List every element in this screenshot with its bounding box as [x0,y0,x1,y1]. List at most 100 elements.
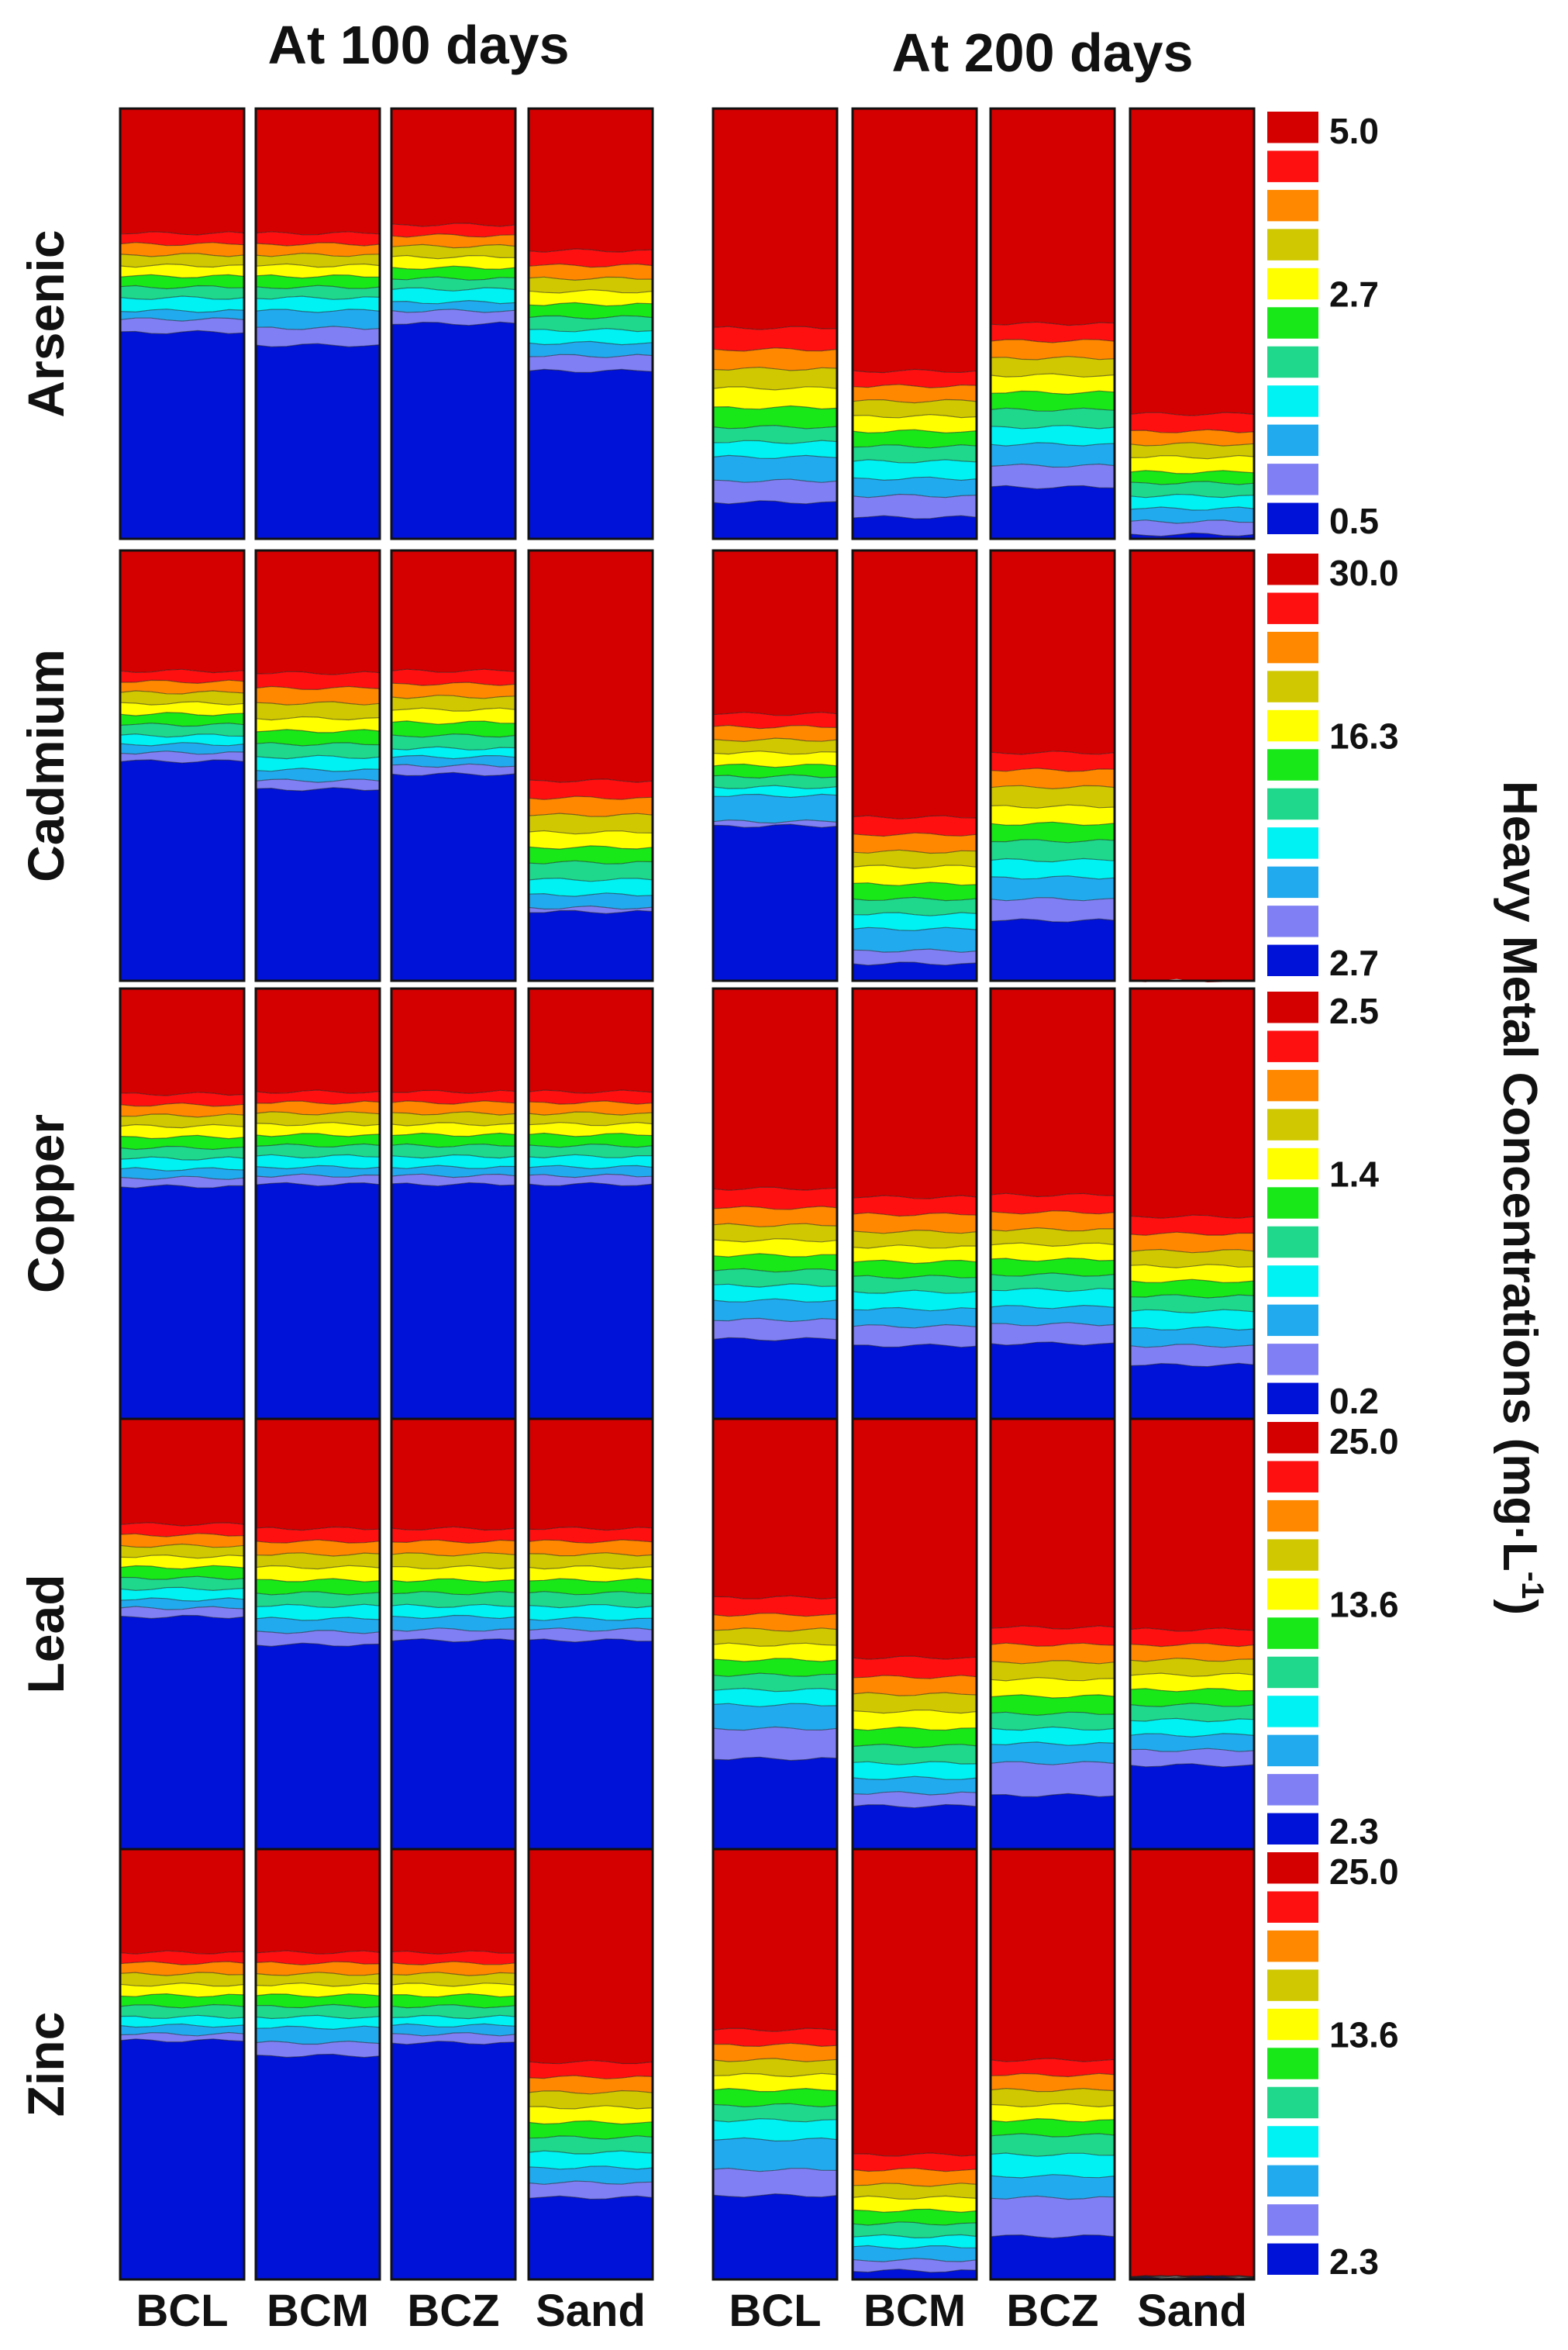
colorbar-swatch [1267,385,1318,417]
contour-line [391,2023,516,2027]
contour-line [990,768,1115,772]
contour-band-6 [991,391,1115,412]
contour-line [990,1676,1115,1682]
contour-line [852,1275,977,1279]
contour-line [528,830,653,835]
contour-line [1129,481,1255,485]
contour-band-4 [853,1230,977,1248]
colorbar-swatch [1267,788,1318,820]
contour-line [712,1223,838,1227]
contour-band-4 [529,2090,653,2109]
contour-line [712,1253,837,1258]
contour-band-2 [256,231,380,246]
contour-line [119,679,245,685]
contour-band-8 [713,1283,837,1303]
contour-line [1129,493,1255,499]
contour-band-1 [991,1849,1115,2062]
contour-band-4 [529,277,653,293]
contour-band-10 [529,1174,653,1186]
colorbar-arsenic: 5.0 2.7 0.5 [1267,111,1379,541]
contour-band-2 [529,1090,653,1105]
panel-copper-100-days-bcl [119,987,246,1420]
contour-band-5 [713,1238,837,1258]
contour-band-2 [991,322,1115,343]
contour-band-11 [853,516,977,539]
contour-line [712,1687,838,1693]
contour-line [1129,519,1255,524]
contour-band-6 [991,2118,1115,2137]
contour-band-7 [991,839,1115,862]
contour-band-1 [853,109,977,373]
contour-band-11 [256,1643,380,1849]
contour-band-8 [991,1288,1115,1309]
contour-line [1129,1344,1255,1348]
contour-band-9 [529,892,653,909]
contour-band-10 [713,479,837,504]
contour-line [712,793,838,799]
contour-band-2 [1130,412,1254,433]
contour-band-6 [120,274,244,289]
contour-line [990,1192,1115,1198]
contour-line [391,1590,516,1596]
contour-line [119,701,245,706]
contour-band-3 [529,2076,653,2094]
contour-line [1129,1733,1255,1737]
contour-band-2 [991,1193,1115,1214]
contour-line [1129,1658,1255,1662]
contour-band-1 [991,1419,1115,1630]
contour-line [119,1145,245,1151]
contour-band-10 [713,1727,837,1761]
contour-band-11 [529,2196,653,2279]
contour-line [255,1182,381,1187]
contour-band-1 [391,109,515,226]
contour-band-6 [529,1133,653,1147]
contour-band-9 [713,2138,837,2172]
contour-band-4 [713,1627,837,1647]
contour-band-1 [391,1849,515,1955]
contour-line [391,299,516,305]
contour-band-1 [713,1849,837,2032]
contour-line [528,1638,653,1643]
contour-line [990,1257,1115,1262]
contour-line [391,754,516,760]
contour-line [990,785,1115,790]
contour-line [528,315,653,320]
contour-line [119,1554,245,1559]
contour-band-2 [991,751,1115,771]
contour-line [712,785,838,789]
contour-line [528,1526,653,1531]
contour-band-1 [991,109,1115,326]
colorbar-swatch [1267,1617,1318,1649]
contour-band-9 [713,794,837,823]
contour-band-1 [256,1849,380,1955]
contour-band-6 [529,1578,653,1595]
contour-line [528,1121,653,1127]
contour-band-10 [391,309,515,326]
contour-band-5 [529,1565,653,1582]
colorbar-swatch [1267,189,1318,222]
panel-frame [254,549,381,982]
contour-line [990,339,1115,343]
contour-line [990,875,1115,880]
contour-line [255,242,381,247]
panel-frame [527,107,654,540]
contour-line [391,668,516,673]
contour-line [712,1627,838,1632]
contour-line [119,1167,245,1172]
contour-band-6 [1130,1279,1254,1298]
contour-line [712,2058,838,2062]
contour-band-7 [120,2004,244,2019]
contour-band-11 [713,824,837,981]
contour-line [528,905,653,910]
contour-band-11 [713,2193,837,2279]
contour-line [990,1304,1115,1310]
contour-band-1 [529,550,653,783]
panel-frame [1129,1848,1256,2281]
contour-line [852,882,977,886]
contour-line [119,295,245,300]
contour-line [391,763,516,768]
contour-band-7 [256,742,380,759]
contour-band-3 [529,796,653,817]
contour-band-5 [853,414,977,433]
contour-line [712,440,838,444]
